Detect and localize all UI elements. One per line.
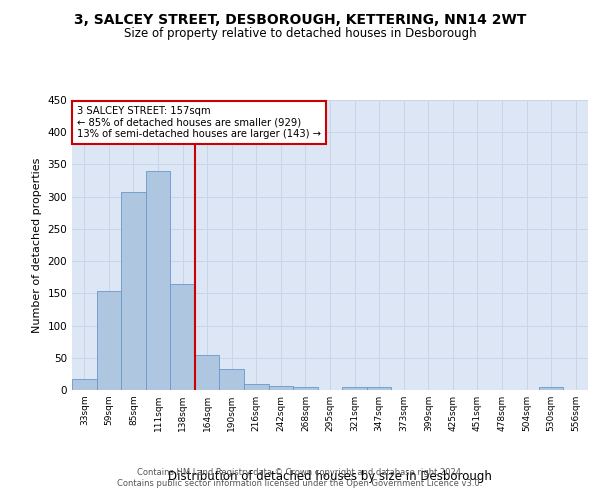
Bar <box>195 354 220 390</box>
Bar <box>293 388 318 390</box>
Bar <box>539 388 563 390</box>
Bar <box>72 379 97 390</box>
Bar <box>269 386 293 390</box>
Bar <box>367 388 391 390</box>
Y-axis label: Number of detached properties: Number of detached properties <box>32 158 42 332</box>
Text: Size of property relative to detached houses in Desborough: Size of property relative to detached ho… <box>124 28 476 40</box>
Text: Contains HM Land Registry data © Crown copyright and database right 2024.
Contai: Contains HM Land Registry data © Crown c… <box>118 468 482 487</box>
Bar <box>121 192 146 390</box>
Text: 3 SALCEY STREET: 157sqm
← 85% of detached houses are smaller (929)
13% of semi-d: 3 SALCEY STREET: 157sqm ← 85% of detache… <box>77 106 321 139</box>
Text: 3, SALCEY STREET, DESBOROUGH, KETTERING, NN14 2WT: 3, SALCEY STREET, DESBOROUGH, KETTERING,… <box>74 12 526 26</box>
Bar <box>342 388 367 390</box>
Bar <box>97 292 121 390</box>
Bar <box>170 284 195 390</box>
Bar <box>244 384 269 390</box>
Bar <box>220 368 244 390</box>
X-axis label: Distribution of detached houses by size in Desborough: Distribution of detached houses by size … <box>168 470 492 483</box>
Bar <box>146 171 170 390</box>
